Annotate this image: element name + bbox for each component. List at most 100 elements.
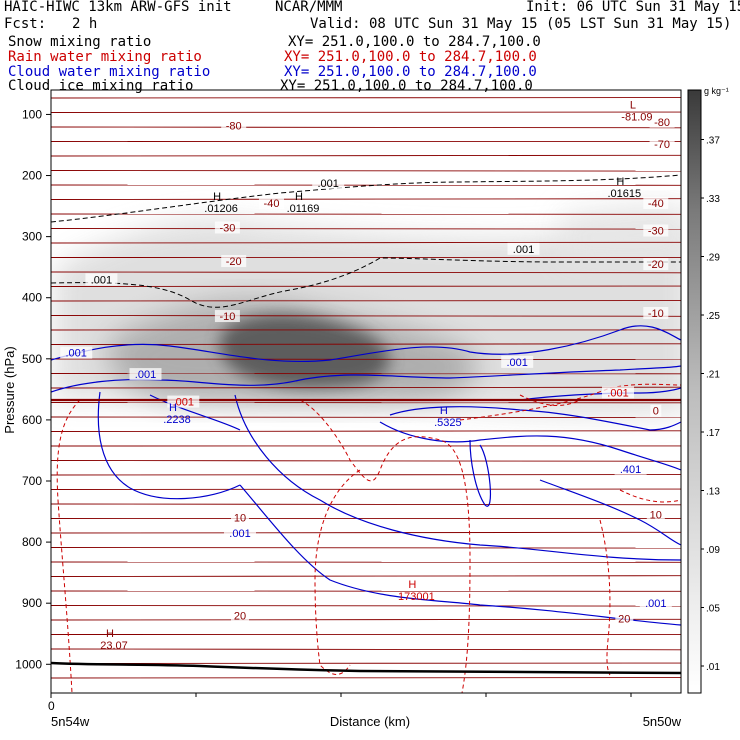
mixing-ratio-shading [51,90,681,693]
temperature-label: -10 [648,308,664,320]
isotherm-line [51,430,681,432]
isotherm-line [51,315,681,317]
isotherm-line [51,170,681,172]
temperature-label-bg [615,612,634,625]
temperature-label: -20 [226,256,242,268]
temperature-label-bg [643,197,669,210]
contour-label: .001 [65,348,86,360]
temperature-label-bg [649,115,675,128]
temperature-label: -80 [226,120,242,132]
extremum-value: 173001 [398,591,435,603]
contour-label: .001 [317,178,338,190]
isotherm-line [51,228,681,230]
rain-contours [56,383,681,693]
init-time: Init: 06 UTC Sun 31 May 15 [526,0,740,15]
contour-label: .001 [135,369,156,381]
colorbar-label: .25 [706,311,720,322]
isotherm-line [51,618,681,621]
extremum-value: 23.07 [100,640,128,652]
contour-label: .001 [173,397,194,409]
temperature-label-bg [643,306,669,319]
temperature-label: -20 [648,259,664,271]
temperature-label: -30 [219,222,235,234]
field-cloudice-name: Cloud ice mixing ratio [8,78,194,94]
extremum-symbol: H [106,628,114,640]
y-tick-label: 300 [22,230,42,244]
contour-label-bg [639,597,672,610]
isotherm-line [51,386,681,389]
y-tick-label: 100 [22,107,42,121]
temperature-label-bg [259,197,284,210]
temperature-label: -10 [219,311,235,323]
temperature-label-bg [650,404,662,417]
x-left-label: 5n54w [51,714,90,729]
colorbar-fill [687,89,702,694]
temperature-label: 10 [234,513,246,525]
temperature-label-bg [643,258,669,271]
temperature-label-bg [231,511,249,524]
isotherm-line [51,531,681,534]
x-axis: 0 5n54w Distance (km) 5n50w [48,693,682,729]
isotherm-lines [51,97,681,679]
contour-label-bg [501,355,534,368]
contour-label-bg [129,368,162,381]
colorbar: g kg⁻¹ .01 .05 .09 .13 .17 .21 .25 .29 .33 .37 [687,86,729,694]
extremum-symbol: L [630,99,636,111]
isotherm-line [51,271,681,274]
model-title: HAIC-HIWC 13km ARW-GFS init [4,0,232,15]
x-right-label: 5n50w [643,714,682,729]
colorbar-label: .13 [706,487,720,498]
temperature-label-bg [646,508,665,521]
field-rain-name: Rain water mixing ratio [8,49,202,65]
colorbar-label: .21 [706,370,720,381]
temperature-label-bg [214,310,240,323]
isotherm-line [51,154,681,157]
contour-label-bg [312,176,345,189]
isotherm-line [51,648,681,651]
extremum-value: .2238 [163,414,191,426]
isotherm-line [51,605,681,607]
contour-label-bg [85,273,118,286]
temperature-label: 20 [234,610,246,622]
snow-contours [51,174,681,308]
field-snow-xy: XY= 251.0,100.0 to 284.7,100.0 [288,34,541,50]
temperature-label-bg [643,224,669,237]
isotherm-line [51,241,681,244]
extremum-value: .01206 [204,203,238,215]
y-tick-label: 800 [22,535,42,549]
forecast-label: Fcst: [4,16,47,32]
isotherm-line [51,198,681,200]
org-label: NCAR/MMM [275,0,343,15]
field-snow-name: Snow mixing ratio [8,34,152,50]
contour-label-bg [602,386,634,399]
contour-label-bg [167,395,200,408]
isotherm-line [51,358,681,361]
contour-label: .401 [620,464,641,476]
y-tick-label: 900 [22,596,42,610]
plot-frame [50,89,682,694]
extremum-symbol: H [616,176,624,188]
field-cloudice-xy: XY= 251.0,100.0 to 284.7,100.0 [280,78,533,94]
y-axis-title: Pressure (hPa) [2,346,17,433]
contour-label: .001 [645,598,666,610]
colorbar-label: .01 [706,662,720,673]
isotherm-line [51,503,681,506]
extremum-symbol: H [295,191,303,203]
y-tick-label: 700 [22,474,42,488]
isotherm-line [51,460,681,462]
colorbar-label: .33 [706,194,720,205]
extremum-value: .5325 [434,417,462,429]
temperature-label: 20 [618,613,630,625]
y-tick-label: 200 [22,169,42,183]
terrain-line [50,661,682,675]
contour-label: .001 [91,274,112,286]
colorbar-label: .09 [706,545,720,556]
field-rain-xy: XY= 251.0,100.0 to 284.7,100.0 [284,49,537,65]
contour-label: .001 [513,244,534,256]
isotherm-line [51,416,681,419]
isotherm-line [51,126,681,129]
x-axis-title: Distance (km) [330,714,410,729]
forecast-hours: 2 h [72,16,98,32]
temperature-label-bg [231,609,249,622]
